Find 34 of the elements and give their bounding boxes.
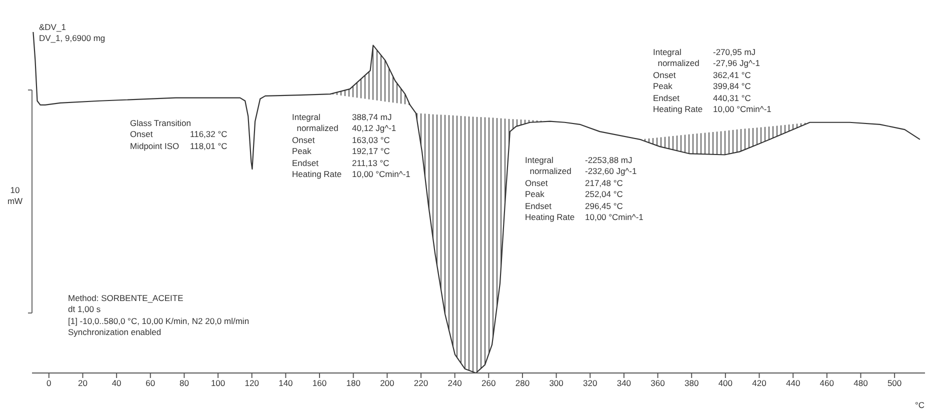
y-axis-title: 10 mW: [6, 185, 24, 207]
x-tick-label: 320: [583, 378, 598, 388]
x-tick-label: 360: [650, 378, 666, 388]
x-axis-title: °C: [915, 400, 925, 410]
x-tick-label: 440: [786, 378, 800, 388]
x-tick-label: 480: [854, 378, 868, 388]
x-tick-label: 220: [414, 378, 428, 388]
text: Integral -270,95 mJ normalized -27,96 Jg^-1 Onset 362,41 °C Peak 399,84 °C Endset 440,31 °C Heating Rate 10,00 °Cmin^-1: [653, 47, 772, 114]
x-tick-label: 180: [346, 378, 361, 388]
x-tick-label: 160: [312, 378, 327, 388]
x-tick-label: 100: [210, 378, 226, 388]
x-tick-label: 200: [380, 378, 395, 388]
x-tick-label: 120: [244, 378, 260, 388]
x-tick-label: 300: [549, 378, 564, 388]
x-tick-label: 60: [146, 378, 156, 388]
x-tick-label: 20: [78, 378, 88, 388]
x-tick-label: 240: [448, 378, 462, 388]
x-tick-label: 80: [179, 378, 190, 388]
x-tick-label: 500: [887, 378, 902, 388]
x-tick-label: 280: [515, 378, 530, 388]
text: Integral 388,74 mJ normalized 40,12 Jg^-1 Onset 163,03 °C Peak 192,17 °C Endset 211,13 °C Heating Rate 10,00 °Cmin^-1: [292, 112, 410, 180]
x-tick-label: 0: [46, 378, 52, 388]
text: Glass Transition Onset 116,32 °C Midpoint ISO 118,01 °C: [130, 118, 228, 151]
x-tick-label: 260: [482, 378, 496, 388]
x-tick-label: 400: [718, 378, 733, 388]
annotation: &DV_1 DV_1, 9,6900 mg: [39, 22, 106, 45]
x-tick-label: 340: [616, 378, 632, 388]
text: Integral -2253,88 mJ normalized -232,60 Jg^-1 Onset 217,48 °C Peak 252,04 °C Endset 296,45 °C Heating Rate 10,00 °Cmin^-1: [525, 155, 644, 222]
annotation: Method: SORBENTE_ACEITE dt 1,00 s [1] -10,0..580,0 °C, 10,00 K/min, N2 20,0 ml/min Synchronization enabled: [68, 293, 250, 339]
x-tick-label: 40: [112, 378, 122, 388]
x-tick-label: 460: [820, 378, 834, 388]
x-tick-label: 420: [752, 378, 767, 388]
x-tick-label: 140: [278, 378, 294, 388]
x-tick-label: 380: [684, 378, 699, 388]
